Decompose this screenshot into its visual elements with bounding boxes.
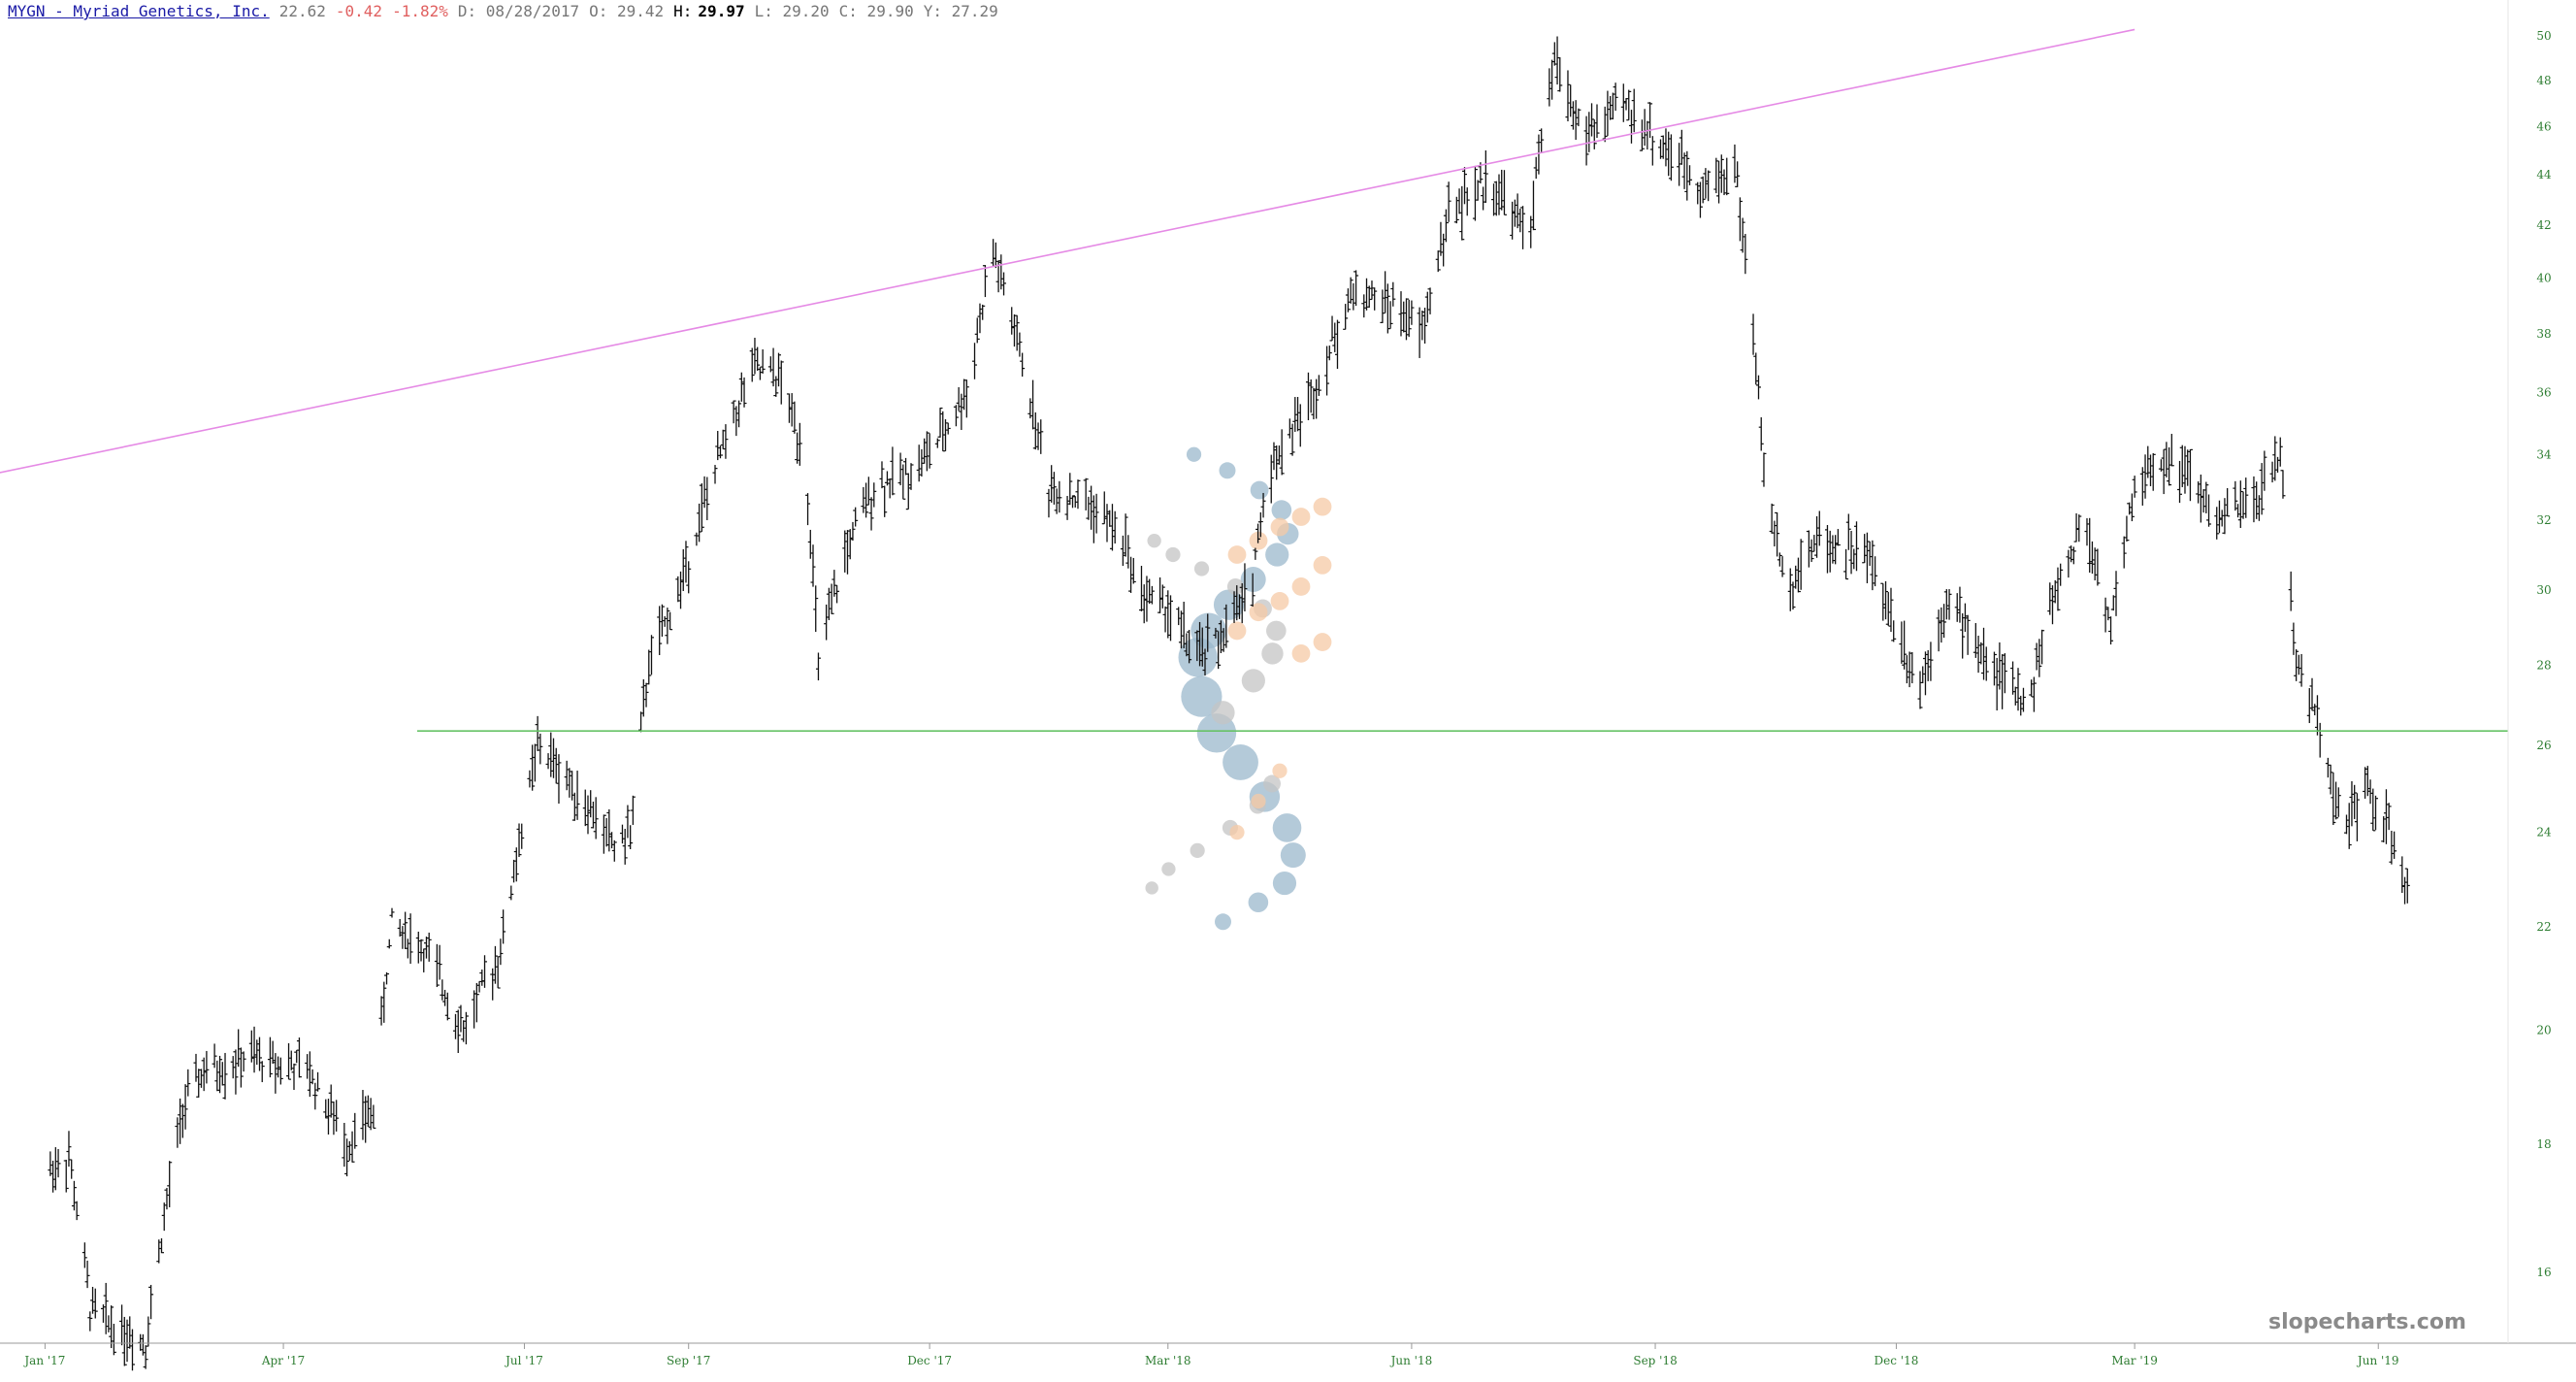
volume-bubble <box>1215 913 1231 931</box>
volume-profile <box>1145 446 1332 931</box>
volume-bubble <box>1145 881 1158 895</box>
volume-bubble <box>1211 701 1235 725</box>
x-tick-label: Jun '18 <box>1389 1354 1433 1367</box>
volume-bubble <box>1263 774 1281 793</box>
volume-bubble <box>1223 744 1258 780</box>
y-tick-label: 46 <box>2536 119 2551 133</box>
volume-bubble <box>1226 577 1244 595</box>
x-tick-label: Sep '17 <box>667 1354 710 1367</box>
x-tick-label: Jan '17 <box>22 1354 65 1367</box>
bar-close: C: 29.90 <box>838 2 914 20</box>
y-tick-label: 24 <box>2536 826 2552 839</box>
volume-bubble <box>1271 500 1292 520</box>
volume-bubble <box>1181 675 1223 717</box>
price-change-pct: -1.82% <box>392 2 448 20</box>
volume-bubble <box>1251 793 1266 809</box>
bar-high-label: H: <box>673 2 693 20</box>
y-tick-label: 18 <box>2536 1137 2551 1151</box>
bar-date: D: 08/28/2017 <box>457 2 580 20</box>
y-tick-label: 22 <box>2536 920 2551 934</box>
bar-prev: Y: 27.29 <box>923 2 998 20</box>
volume-bubble <box>1313 633 1332 651</box>
price-change: -0.42 <box>335 2 383 20</box>
y-tick-label: 48 <box>2536 74 2551 87</box>
volume-bubble <box>1266 620 1287 642</box>
volume-bubble <box>1227 545 1247 564</box>
bar-open: O: 29.42 <box>589 2 665 20</box>
volume-bubble <box>1291 577 1311 596</box>
volume-bubble <box>1313 497 1332 516</box>
y-tick-label: 42 <box>2536 218 2551 232</box>
y-tick-label: 34 <box>2536 447 2552 461</box>
x-tick-label: Mar '18 <box>1145 1354 1191 1367</box>
x-tick-label: Dec '17 <box>907 1354 952 1367</box>
symbol-link[interactable]: MYGN - Myriad Genetics, Inc. <box>8 2 270 20</box>
y-tick-label: 44 <box>2536 168 2552 181</box>
last-price: 22.62 <box>278 2 326 20</box>
volume-bubble <box>1227 621 1247 641</box>
y-tick-label: 30 <box>2536 583 2551 597</box>
x-tick-label: Dec '18 <box>1875 1354 1919 1367</box>
x-tick-label: Mar '19 <box>2111 1354 2158 1367</box>
bar-low: L: 29.20 <box>754 2 830 20</box>
y-tick-label: 38 <box>2536 327 2551 341</box>
y-tick-label: 16 <box>2536 1266 2551 1279</box>
volume-bubble <box>1249 603 1268 622</box>
volume-bubble <box>1190 842 1205 858</box>
y-tick-label: 26 <box>2536 739 2551 752</box>
y-tick-label: 20 <box>2536 1023 2551 1036</box>
volume-bubble <box>1250 480 1269 500</box>
y-tick-label: 50 <box>2536 29 2551 43</box>
chart-header: MYGN - Myriad Genetics, Inc. 22.62 -0.42 -1… <box>8 2 1008 20</box>
y-tick-label: 36 <box>2536 385 2551 399</box>
x-tick-label: Jul '17 <box>504 1354 543 1367</box>
trendline <box>0 28 2136 474</box>
bar-high-value: 29.97 <box>698 2 745 20</box>
watermark-logo: slopecharts.com <box>2268 1310 2466 1334</box>
ohlc-bars <box>48 36 2410 1371</box>
volume-bubble <box>1229 825 1245 840</box>
y-tick-label: 32 <box>2536 513 2551 527</box>
x-tick-label: Apr '17 <box>261 1354 305 1367</box>
y-tick-label: 28 <box>2536 658 2551 672</box>
volume-bubble <box>1313 555 1332 575</box>
x-tick-label: Jun '19 <box>2356 1354 2399 1367</box>
volume-bubble <box>1161 862 1176 876</box>
volume-bubble <box>1186 446 1202 462</box>
volume-bubble <box>1147 534 1161 548</box>
volume-bubble <box>1272 763 1288 778</box>
volume-bubble <box>1270 517 1289 537</box>
x-tick-label: Sep '18 <box>1633 1354 1677 1367</box>
volume-bubble <box>1265 543 1289 567</box>
volume-bubble <box>1165 546 1181 563</box>
drawn-lines[interactable] <box>0 28 2508 732</box>
volume-bubble <box>1219 462 1236 479</box>
volume-bubble <box>1193 561 1210 576</box>
volume-bubble <box>1272 871 1297 896</box>
volume-bubble <box>1261 642 1284 665</box>
y-tick-label: 40 <box>2536 272 2551 285</box>
volume-bubble <box>1272 813 1302 842</box>
volume-bubble <box>1291 508 1311 526</box>
volume-bubble <box>1241 669 1265 693</box>
volume-bubble <box>1280 842 1306 869</box>
volume-bubble <box>1270 591 1289 610</box>
volume-bubble <box>1291 643 1311 663</box>
volume-bubble <box>1248 892 1269 913</box>
